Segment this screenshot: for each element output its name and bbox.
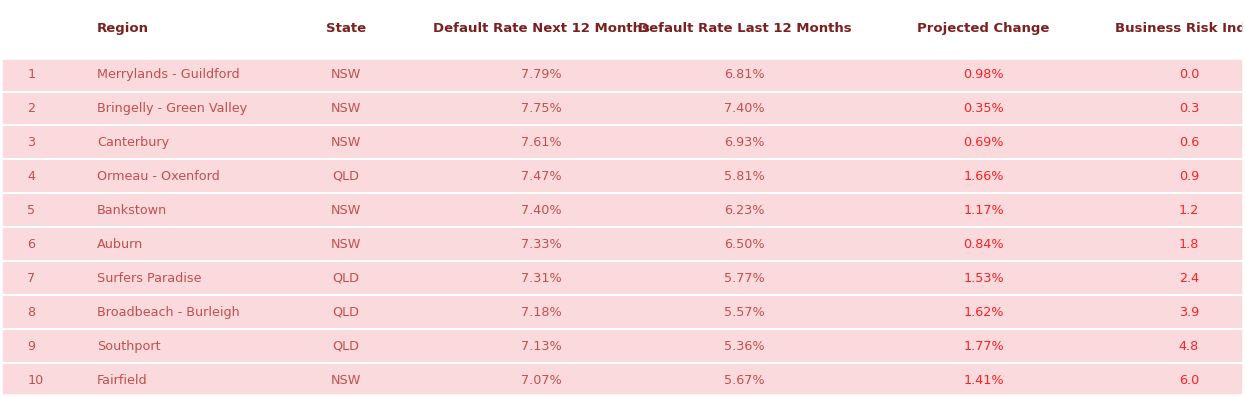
Text: NSW: NSW xyxy=(331,136,361,149)
Text: 0.6: 0.6 xyxy=(1179,136,1199,149)
Text: 6.50%: 6.50% xyxy=(725,238,764,251)
Text: 7.40%: 7.40% xyxy=(522,204,561,217)
Text: 9: 9 xyxy=(27,339,35,353)
Text: 1.77%: 1.77% xyxy=(964,339,1003,353)
Text: 0.3: 0.3 xyxy=(1179,102,1199,115)
Text: Bankstown: Bankstown xyxy=(97,204,167,217)
Text: 1.17%: 1.17% xyxy=(964,204,1003,217)
Text: Broadbeach - Burleigh: Broadbeach - Burleigh xyxy=(97,306,240,319)
Text: NSW: NSW xyxy=(331,102,361,115)
Text: 5.57%: 5.57% xyxy=(725,306,764,319)
Text: 6.23%: 6.23% xyxy=(725,204,764,217)
Text: 2: 2 xyxy=(27,102,35,115)
Text: 7: 7 xyxy=(27,272,36,285)
Text: 7.33%: 7.33% xyxy=(522,238,561,251)
Text: 7.79%: 7.79% xyxy=(522,68,561,81)
Text: 0.35%: 0.35% xyxy=(964,102,1003,115)
Text: 3.9: 3.9 xyxy=(1179,306,1199,319)
Text: QLD: QLD xyxy=(332,170,360,183)
Text: 1.8: 1.8 xyxy=(1179,238,1199,251)
Text: QLD: QLD xyxy=(332,306,360,319)
Text: Canterbury: Canterbury xyxy=(97,136,169,149)
Text: NSW: NSW xyxy=(331,238,361,251)
Text: NSW: NSW xyxy=(331,374,361,387)
Text: 1.66%: 1.66% xyxy=(964,170,1003,183)
Text: 3: 3 xyxy=(27,136,36,149)
Text: 5.77%: 5.77% xyxy=(725,272,764,285)
Text: 7.07%: 7.07% xyxy=(522,374,561,387)
Text: QLD: QLD xyxy=(332,339,360,353)
Text: Southport: Southport xyxy=(97,339,161,353)
Text: 1.2: 1.2 xyxy=(1179,204,1199,217)
Text: 1.41%: 1.41% xyxy=(964,374,1003,387)
Text: 6.0: 6.0 xyxy=(1179,374,1199,387)
Text: 0.84%: 0.84% xyxy=(964,238,1003,251)
Text: 8: 8 xyxy=(27,306,36,319)
Text: 1: 1 xyxy=(27,68,36,81)
Text: 10: 10 xyxy=(27,374,44,387)
Text: Surfers Paradise: Surfers Paradise xyxy=(97,272,202,285)
Text: Region: Region xyxy=(97,22,149,35)
Text: NSW: NSW xyxy=(331,204,361,217)
Text: 5.36%: 5.36% xyxy=(725,339,764,353)
Text: Default Rate Next 12 Months: Default Rate Next 12 Months xyxy=(433,22,650,35)
Text: Merrylands - Guildford: Merrylands - Guildford xyxy=(97,68,240,81)
Text: 4: 4 xyxy=(27,170,35,183)
Text: 6: 6 xyxy=(27,238,35,251)
Text: 2.4: 2.4 xyxy=(1179,272,1199,285)
Text: Business Risk Index: Business Risk Index xyxy=(1114,22,1245,35)
Text: NSW: NSW xyxy=(331,68,361,81)
Text: Default Rate Last 12 Months: Default Rate Last 12 Months xyxy=(637,22,852,35)
Text: 6.93%: 6.93% xyxy=(725,136,764,149)
Text: 7.75%: 7.75% xyxy=(522,102,561,115)
Text: Bringelly - Green Valley: Bringelly - Green Valley xyxy=(97,102,248,115)
Text: 7.18%: 7.18% xyxy=(522,306,561,319)
Text: 1.53%: 1.53% xyxy=(964,272,1003,285)
Text: Auburn: Auburn xyxy=(97,238,143,251)
Bar xyxy=(0,58,1245,397)
Text: 5.81%: 5.81% xyxy=(725,170,764,183)
Text: 0.98%: 0.98% xyxy=(964,68,1003,81)
Text: 5.67%: 5.67% xyxy=(725,374,764,387)
Text: Fairfield: Fairfield xyxy=(97,374,148,387)
Text: Projected Change: Projected Change xyxy=(918,22,1050,35)
Text: 4.8: 4.8 xyxy=(1179,339,1199,353)
Text: 0.0: 0.0 xyxy=(1179,68,1199,81)
Text: 7.40%: 7.40% xyxy=(725,102,764,115)
Text: 7.31%: 7.31% xyxy=(522,272,561,285)
Text: QLD: QLD xyxy=(332,272,360,285)
Text: Ormeau - Oxenford: Ormeau - Oxenford xyxy=(97,170,220,183)
Text: State: State xyxy=(326,22,366,35)
Text: 0.69%: 0.69% xyxy=(964,136,1003,149)
Text: 1.62%: 1.62% xyxy=(964,306,1003,319)
Text: 7.13%: 7.13% xyxy=(522,339,561,353)
Text: 0.9: 0.9 xyxy=(1179,170,1199,183)
Text: 7.47%: 7.47% xyxy=(522,170,561,183)
Text: 6.81%: 6.81% xyxy=(725,68,764,81)
Bar xyxy=(0,0,1245,58)
Text: 7.61%: 7.61% xyxy=(522,136,561,149)
Text: 5: 5 xyxy=(27,204,36,217)
